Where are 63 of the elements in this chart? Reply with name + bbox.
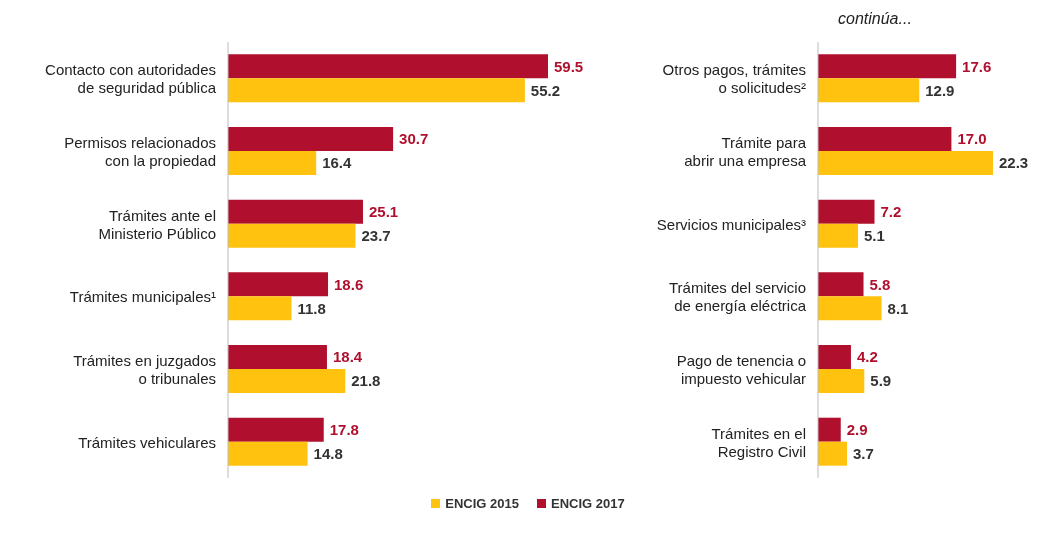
bar	[818, 369, 865, 394]
y-tick-label: Trámites en el Registro Civil	[711, 424, 806, 460]
legend-label: ENCIG 2017	[550, 496, 625, 511]
bar	[228, 78, 525, 103]
data-label: 18.6	[334, 275, 364, 293]
data-label: 25.1	[368, 203, 399, 221]
bar	[818, 199, 875, 224]
y-tick-label: Contacto con autoridades de seguridad pública	[45, 60, 217, 96]
data-label: 7.2	[880, 203, 902, 221]
data-label: 22.3	[999, 154, 1029, 172]
data-label: 17.8	[329, 421, 359, 439]
bar	[228, 199, 363, 224]
bar	[818, 417, 841, 442]
bar	[818, 296, 882, 321]
y-tick-label: Otros pagos, trámites o solicitudes²	[662, 60, 806, 96]
data-label: 21.8	[351, 372, 381, 390]
data-label: 18.4	[332, 348, 363, 366]
data-label: 5.1	[864, 227, 885, 245]
y-tick-label: Trámites del servicio de energía eléctrica	[669, 278, 807, 314]
data-label: 5.8	[869, 275, 891, 293]
data-label: 4.2	[856, 348, 878, 366]
bar	[818, 441, 848, 466]
y-tick-label: Pago de tenencia o impuesto vehicular	[676, 351, 806, 387]
bar	[228, 417, 324, 442]
bar	[228, 345, 327, 370]
bar	[228, 54, 548, 79]
bar	[228, 127, 394, 152]
data-label: 16.4	[322, 154, 353, 172]
y-tick-label: Trámites vehiculares	[78, 433, 216, 451]
y-tick-label: Servicios municipales³	[656, 215, 806, 233]
y-tick-label: Trámites municipales¹	[69, 287, 216, 305]
data-label: 14.8	[313, 445, 343, 463]
bar	[228, 369, 346, 394]
data-label: 11.8	[297, 299, 326, 317]
bar	[228, 296, 292, 321]
bar	[818, 223, 859, 248]
data-label: 30.7	[399, 130, 429, 148]
data-label: 5.9	[870, 372, 892, 390]
bar	[228, 223, 356, 248]
bar	[818, 78, 920, 103]
bar	[818, 127, 952, 152]
data-label: 23.7	[361, 227, 391, 245]
data-label: 2.9	[846, 421, 868, 439]
data-label: 12.9	[925, 81, 955, 99]
data-label: 59.5	[554, 57, 584, 75]
bar	[228, 151, 317, 176]
text: continúa...	[838, 10, 912, 28]
bar	[228, 441, 308, 466]
y-tick-label: Trámites ante el Ministerio Público	[98, 206, 216, 242]
bar	[818, 345, 851, 370]
bar	[228, 272, 329, 297]
y-tick-label: Trámites en juzgados o tribunales	[73, 351, 216, 387]
data-label: 17.6	[962, 57, 992, 75]
data-label: 8.1	[887, 299, 909, 317]
legend-label: ENCIG 2015	[444, 496, 519, 511]
y-tick-label: Permisos relacionados con la propiedad	[64, 133, 216, 169]
bar	[818, 151, 993, 176]
data-label: 17.0	[957, 130, 987, 148]
y-tick-label: Trámite para abrir una empresa	[684, 133, 807, 169]
bar	[818, 272, 864, 297]
data-label: 3.7	[853, 445, 874, 463]
bar	[818, 54, 957, 79]
data-label: 55.2	[530, 81, 561, 99]
